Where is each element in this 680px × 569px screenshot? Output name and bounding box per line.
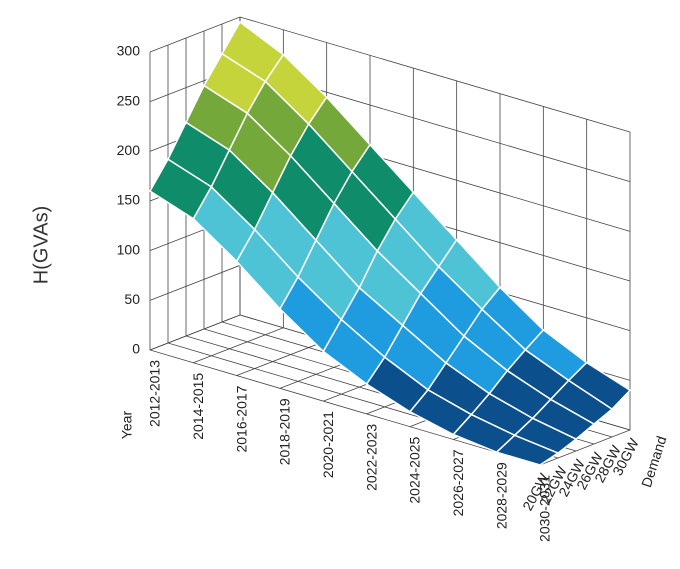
x-tick-label: 2020-2021: [320, 411, 336, 478]
z-tick-label: 200: [117, 142, 141, 158]
x-tick-label: 2014-2015: [190, 373, 206, 440]
x-axis-title: Year: [119, 411, 135, 440]
x-tick-label: 2028-2029: [493, 462, 509, 529]
z-axis-title: H(GVAs): [30, 206, 52, 285]
x-tick-label: 2012-2013: [147, 360, 163, 427]
z-tick-label: 300: [117, 43, 141, 59]
x-tick-label: 2030-2031: [537, 475, 553, 542]
surface-face: [495, 434, 559, 466]
z-tick-label: 250: [117, 92, 141, 108]
z-tick-label: 50: [124, 291, 140, 307]
z-tick-label: 100: [117, 241, 141, 257]
z-tick-label: 0: [132, 341, 140, 357]
x-tick-label: 2024-2025: [407, 436, 423, 503]
x-tick-label: 2026-2027: [450, 449, 466, 516]
x-tick-label: 2022-2023: [363, 424, 379, 491]
x-tick-label: 2018-2019: [277, 398, 293, 465]
z-tick-label: 150: [117, 192, 141, 208]
x-tick-label: 2016-2017: [233, 385, 249, 452]
y-axis-title: Demand: [638, 434, 670, 489]
floor-grid: [149, 52, 541, 466]
